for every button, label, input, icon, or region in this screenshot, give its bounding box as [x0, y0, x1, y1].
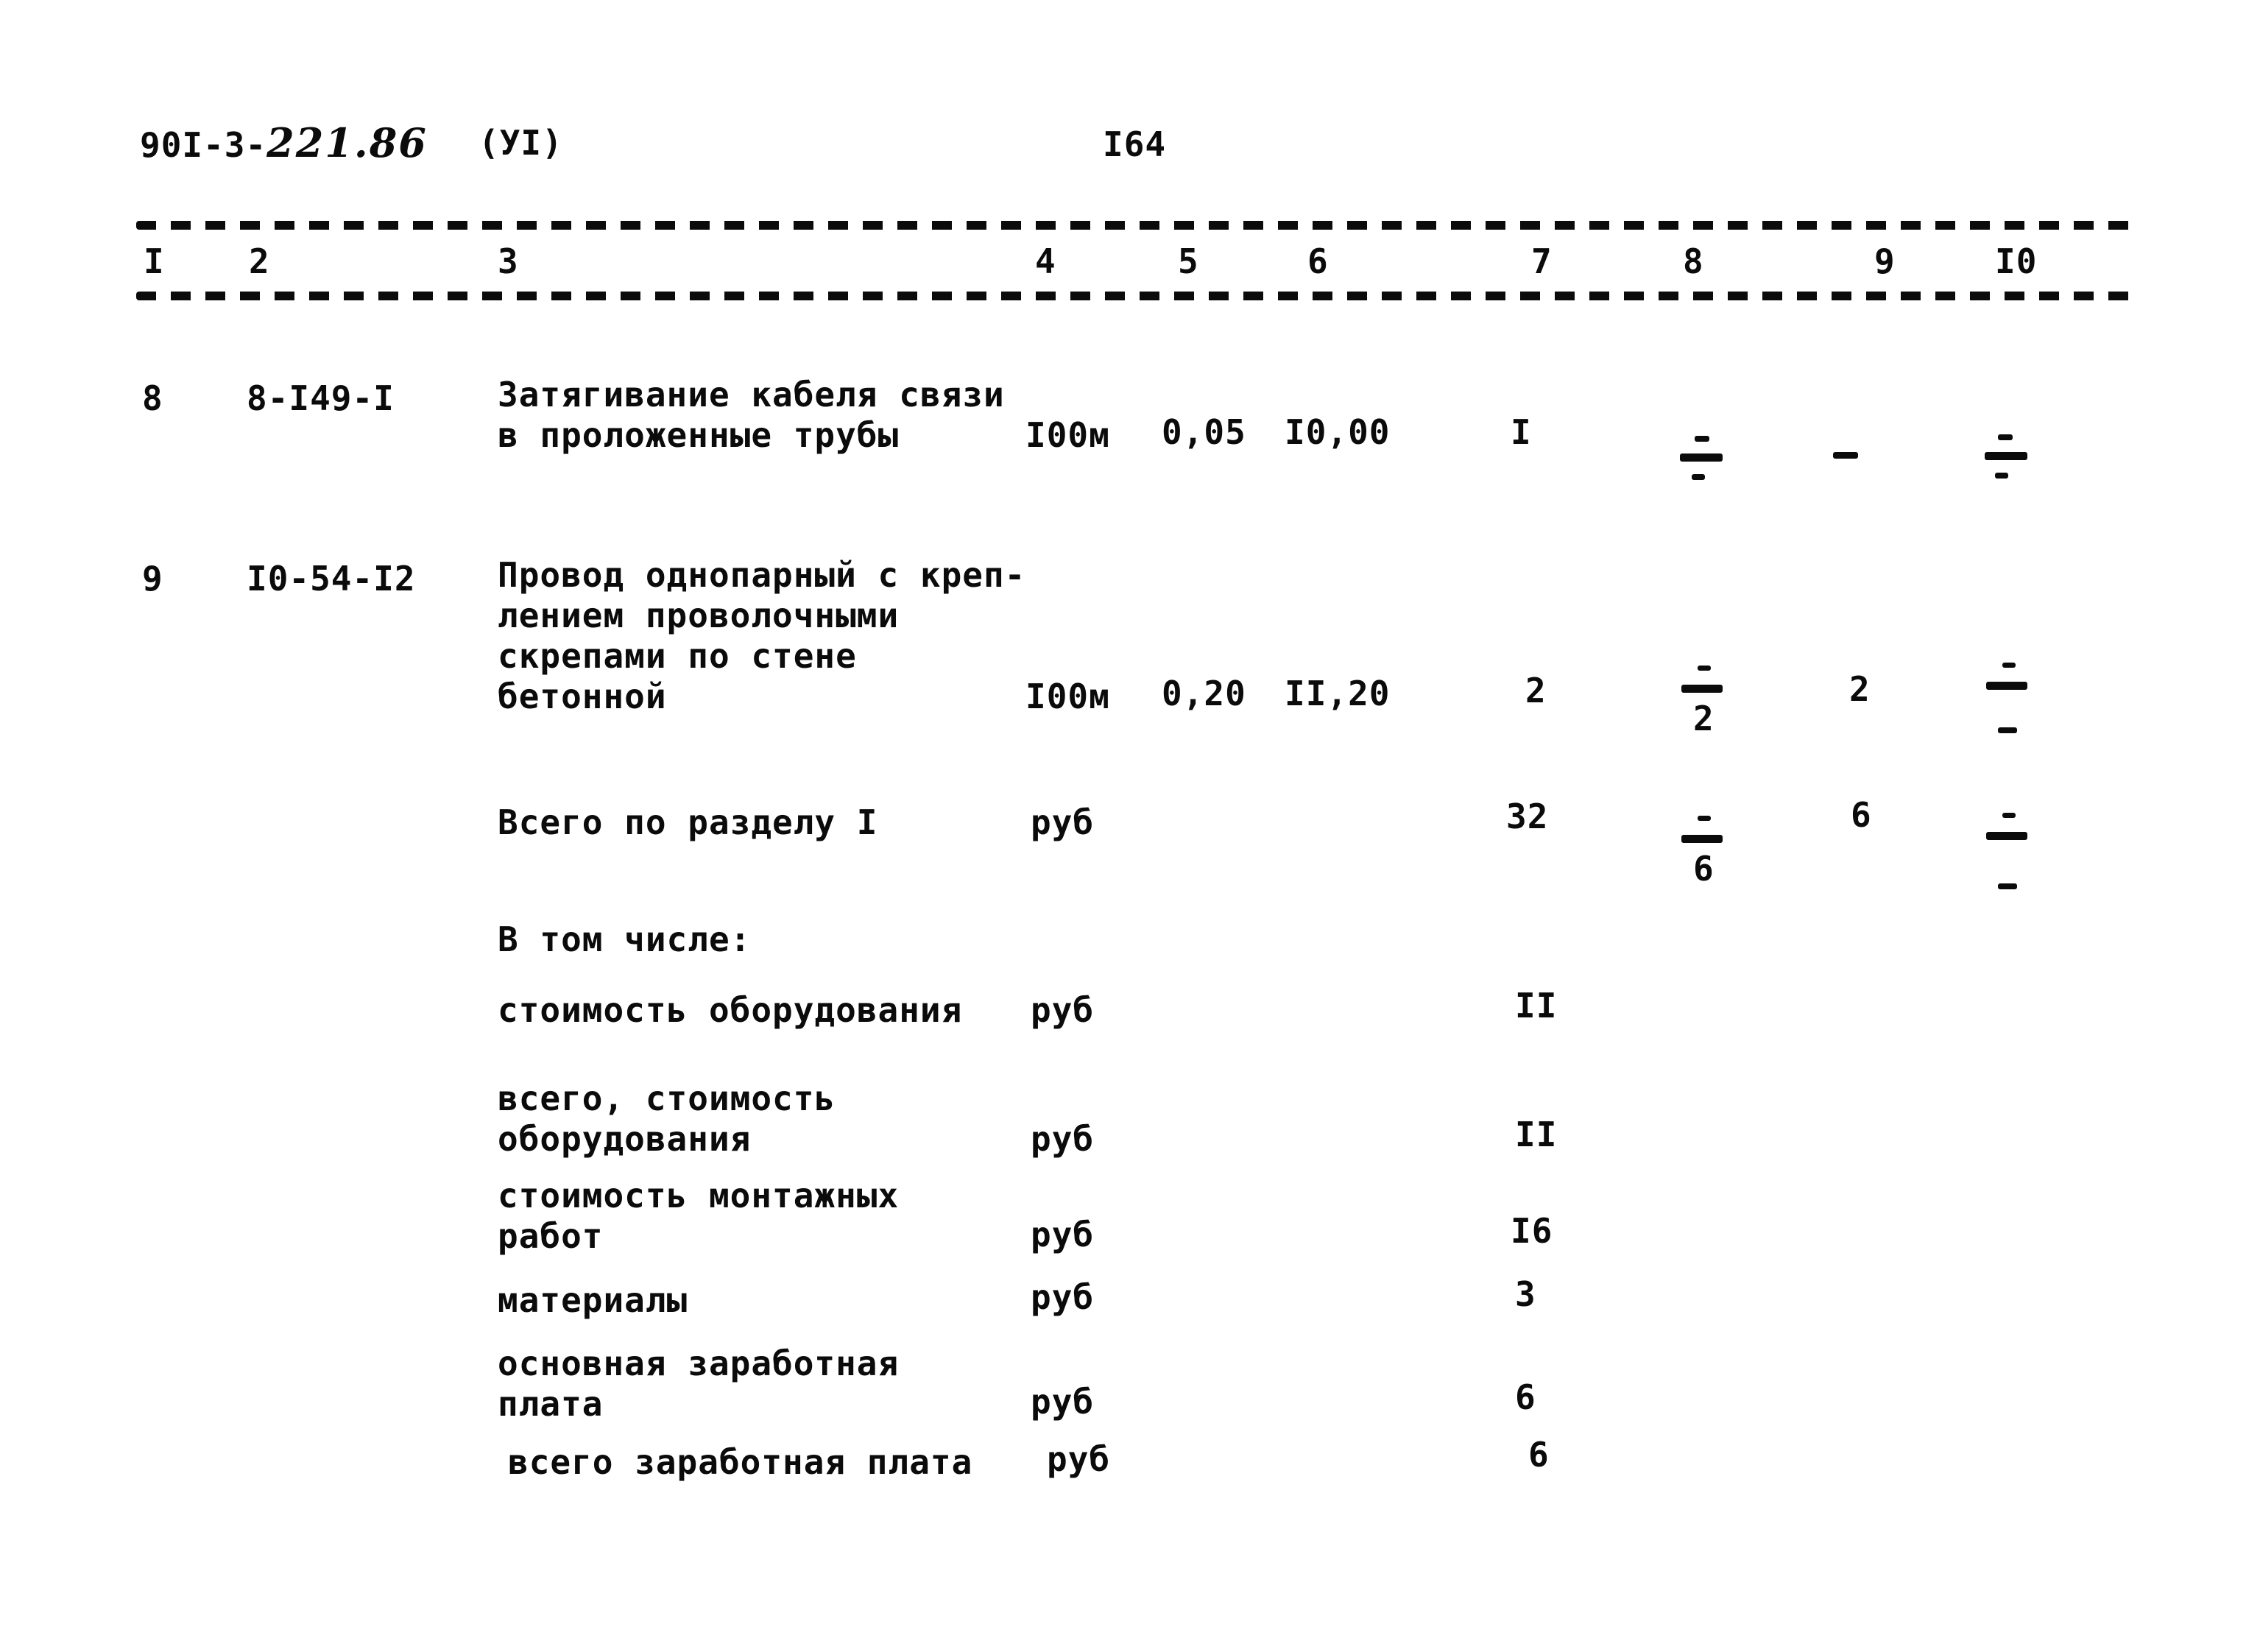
ditto-dash-short — [2002, 663, 2016, 668]
row9-col8-denominator: 2 — [1693, 699, 1715, 738]
row8-code: 8-I49-I — [247, 378, 395, 418]
breakdown-label-line1: стоимость монтажных — [498, 1176, 900, 1215]
section-total-label: Всего по разделу I — [498, 802, 878, 842]
table-bottom-dashed-rule — [136, 292, 2139, 300]
row9-code: I0-54-I2 — [247, 559, 416, 599]
section-total-col8-denominator: 6 — [1693, 849, 1715, 889]
ditto-dash-long — [1680, 453, 1723, 462]
breakdown-unit: руб — [1031, 1119, 1095, 1159]
ditto-dash-short — [1695, 436, 1709, 442]
row9-price: II,20 — [1285, 674, 1391, 713]
breakdown-unit: руб — [1031, 1215, 1095, 1254]
breakdown-value: 3 — [1515, 1274, 1536, 1314]
breakdown-label-line1: всего, стоимость — [498, 1079, 836, 1118]
row9-number: 9 — [142, 559, 163, 599]
row8-total: I — [1511, 412, 1532, 452]
breakdown-value: I6 — [1511, 1211, 1553, 1251]
breakdown-unit: руб — [1047, 1439, 1111, 1479]
row9-unit: I00м — [1025, 677, 1110, 716]
ditto-dash-short — [1995, 473, 2008, 479]
ditto-dash-short — [1698, 666, 1711, 671]
row9-col9-value: 2 — [1849, 669, 1871, 709]
row9-description-line4: бетонной — [498, 677, 667, 716]
doc-number-typed: 90I-3- — [140, 125, 267, 165]
page-number: I64 — [1103, 124, 1167, 164]
row9-description-line3: скрепами по стене — [498, 636, 857, 676]
column-header-6: 6 — [1307, 241, 1329, 281]
row8-price: I0,00 — [1285, 412, 1391, 452]
ditto-dash-short — [1998, 727, 2017, 733]
row8-col9-dash-mark — [1833, 452, 1858, 459]
breakdown-label-line2: плата — [498, 1384, 604, 1424]
breakdown-value: 6 — [1515, 1377, 1536, 1417]
doc-number: 90I-3-221.86 — [140, 122, 428, 164]
breakdown-label-line2: оборудования — [498, 1119, 752, 1159]
row9-qty: 0,20 — [1162, 674, 1246, 713]
breakdown-label-line2: работ — [498, 1216, 604, 1256]
column-header-7: 7 — [1531, 241, 1553, 281]
breakdown-value: II — [1515, 986, 1558, 1026]
breakdown-label-line1: основная заработная — [498, 1344, 900, 1383]
row9-total: 2 — [1525, 671, 1547, 710]
ditto-dash-short — [1998, 434, 2013, 440]
row8-description-line1: Затягивание кабеля связи — [498, 375, 1005, 414]
breakdown-unit: руб — [1031, 1382, 1095, 1422]
breakdown-label: всего заработная плата — [508, 1442, 973, 1482]
row8-unit: I00м — [1025, 415, 1110, 455]
including-label: В том числе: — [498, 919, 752, 959]
ditto-dash-short — [1692, 474, 1705, 480]
row8-qty: 0,05 — [1162, 412, 1246, 452]
ditto-dash-long — [1985, 452, 2027, 460]
row8-number: 8 — [142, 378, 163, 418]
section-total-value: 32 — [1506, 797, 1549, 836]
ditto-dash-long — [1681, 685, 1723, 693]
table-top-dashed-rule — [136, 221, 2139, 230]
ditto-dash-short — [2002, 813, 2016, 818]
row9-description-line2: лением проволочными — [498, 596, 900, 635]
row8-description-line2: в проложенные трубы — [498, 415, 900, 455]
breakdown-value: 6 — [1528, 1435, 1550, 1475]
column-header-10: I0 — [1995, 241, 2038, 281]
column-header-5: 5 — [1178, 241, 1199, 281]
ditto-dash-short — [1698, 816, 1711, 821]
section-total-col9-value: 6 — [1851, 795, 1872, 835]
breakdown-label: стоимость оборудования — [498, 990, 963, 1030]
column-header-9: 9 — [1874, 241, 1896, 281]
column-header-4: 4 — [1035, 241, 1056, 281]
breakdown-label: материалы — [498, 1280, 688, 1320]
column-header-1: I — [144, 241, 165, 281]
doc-number-handwritten: 221.86 — [266, 119, 428, 166]
volume-label: (УІ) — [479, 123, 563, 163]
row9-description-line1: Провод однопарный с креп- — [498, 555, 1026, 595]
breakdown-unit: руб — [1031, 990, 1095, 1030]
column-header-8: 8 — [1683, 241, 1704, 281]
ditto-dash-long — [1986, 832, 2027, 840]
ditto-dash-long — [1681, 835, 1723, 843]
column-header-2: 2 — [249, 241, 270, 281]
column-header-3: 3 — [498, 241, 519, 281]
ditto-dash-long — [1986, 682, 2027, 690]
section-total-unit: руб — [1031, 802, 1095, 842]
breakdown-value: II — [1515, 1115, 1558, 1154]
ditto-dash-short — [1998, 883, 2017, 889]
breakdown-unit: руб — [1031, 1277, 1095, 1317]
